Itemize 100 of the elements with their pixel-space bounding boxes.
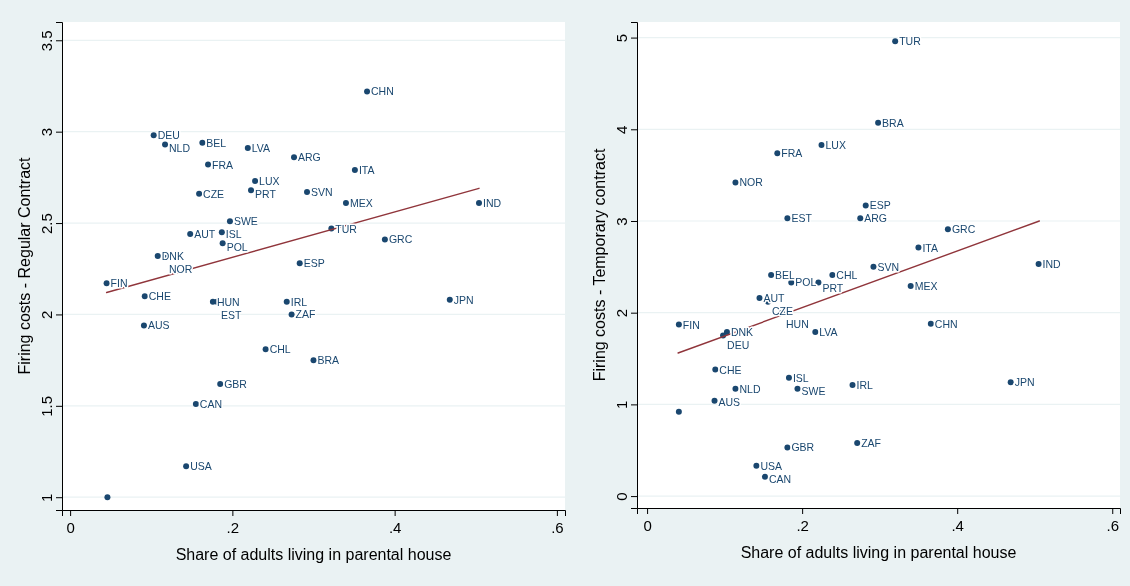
annotation: EST bbox=[791, 212, 813, 225]
point bbox=[187, 231, 194, 238]
annotation: CAN bbox=[768, 472, 792, 485]
x-tick-label: .4 bbox=[388, 518, 402, 536]
annotation: IND bbox=[483, 196, 502, 209]
x-axis-title: Share of adults living in parental house bbox=[175, 546, 452, 563]
annotation: LUX bbox=[259, 175, 280, 188]
point bbox=[854, 439, 861, 446]
point bbox=[351, 167, 358, 174]
annotation: SVN bbox=[311, 185, 333, 198]
annotation: NOR bbox=[739, 176, 764, 189]
annotation: MEX bbox=[349, 196, 373, 209]
annotation: DEU bbox=[727, 338, 750, 351]
annotation: AUT bbox=[194, 228, 216, 241]
annotation: NLD bbox=[169, 142, 191, 155]
annotation: CHL bbox=[836, 269, 858, 282]
point bbox=[1035, 261, 1042, 268]
annotation: ITA bbox=[922, 241, 938, 254]
point bbox=[364, 88, 371, 95]
point bbox=[476, 199, 482, 206]
point bbox=[812, 328, 819, 335]
y-axis-title: Firing costs - Temporary contract bbox=[591, 148, 608, 382]
y-tick-label: 5 bbox=[613, 33, 630, 43]
annotation: CHL bbox=[269, 343, 291, 356]
point bbox=[219, 240, 226, 247]
point bbox=[768, 272, 775, 279]
x-tick-label: .6 bbox=[1106, 516, 1120, 534]
x-tick-label: .2 bbox=[796, 516, 809, 534]
point bbox=[150, 132, 157, 139]
annotation: BRA bbox=[317, 354, 340, 367]
point bbox=[183, 463, 190, 470]
point bbox=[944, 226, 951, 233]
point bbox=[205, 161, 212, 168]
point bbox=[761, 473, 768, 480]
annotation: BRA bbox=[882, 116, 904, 129]
annotation: SWE bbox=[801, 384, 826, 397]
point bbox=[732, 385, 739, 392]
annotation: AUT bbox=[763, 292, 786, 305]
y-tick-label: 3.5 bbox=[38, 30, 55, 52]
point bbox=[857, 215, 864, 222]
y-tick-label: 1.5 bbox=[38, 395, 55, 417]
y-tick-label: 1 bbox=[38, 493, 55, 502]
annotation: LVA bbox=[251, 142, 271, 155]
point bbox=[794, 385, 801, 392]
point bbox=[192, 400, 199, 407]
annotation: GRC bbox=[951, 223, 976, 236]
y-tick-label: 0 bbox=[613, 492, 630, 501]
point bbox=[140, 322, 147, 329]
point bbox=[870, 263, 877, 270]
x-axis-title: Share of adults living in parental house bbox=[740, 544, 1017, 561]
point bbox=[288, 311, 295, 318]
point bbox=[784, 444, 791, 451]
annotation: NLD bbox=[739, 382, 761, 395]
point bbox=[296, 260, 303, 267]
annotation: SVN bbox=[877, 260, 900, 273]
annotation: SWE bbox=[233, 215, 258, 228]
y-tick-label: 3 bbox=[613, 217, 630, 226]
y-tick-label: 2 bbox=[38, 310, 55, 320]
annotation: AUS bbox=[147, 319, 170, 332]
annotation: ESP bbox=[869, 199, 891, 212]
y-tick-label: 2.5 bbox=[38, 213, 55, 234]
point bbox=[774, 150, 781, 157]
annotation: TUR bbox=[899, 35, 922, 48]
y-tick-label: 4 bbox=[613, 125, 630, 134]
x-tick-label: 0 bbox=[643, 516, 652, 534]
point bbox=[104, 494, 111, 501]
point bbox=[675, 321, 682, 328]
annotation: ZAF bbox=[295, 308, 316, 321]
annotation: FIN bbox=[110, 277, 128, 290]
annotation: EST bbox=[220, 308, 242, 321]
point bbox=[818, 141, 825, 148]
annotation: NOR bbox=[169, 262, 193, 275]
point bbox=[199, 139, 206, 146]
point bbox=[862, 202, 869, 209]
annotation: LUX bbox=[825, 138, 846, 151]
point bbox=[196, 190, 203, 197]
point bbox=[927, 320, 934, 327]
annotation: ISL bbox=[225, 228, 242, 241]
annotation: ESP bbox=[303, 257, 325, 270]
annotation: FRA bbox=[781, 147, 803, 160]
annotation: FRA bbox=[212, 158, 234, 171]
point bbox=[218, 229, 225, 236]
point bbox=[244, 145, 251, 152]
annotation: USA bbox=[760, 459, 782, 472]
point bbox=[784, 215, 791, 222]
annotation: CHE bbox=[719, 363, 742, 376]
point bbox=[252, 178, 259, 185]
annotation: PRT bbox=[255, 188, 277, 201]
annotation: BEL bbox=[775, 269, 796, 282]
annotation: JPN bbox=[1014, 376, 1035, 389]
annotation: DNK bbox=[730, 325, 754, 338]
point bbox=[310, 357, 317, 364]
annotation: GRC bbox=[388, 233, 413, 246]
annotation: CAN bbox=[199, 397, 223, 410]
point bbox=[262, 346, 269, 353]
annotation: LVA bbox=[819, 325, 838, 338]
point bbox=[732, 179, 739, 186]
annotation: FIN bbox=[682, 318, 700, 331]
point bbox=[1007, 379, 1014, 386]
annotation: ARG bbox=[864, 212, 888, 225]
